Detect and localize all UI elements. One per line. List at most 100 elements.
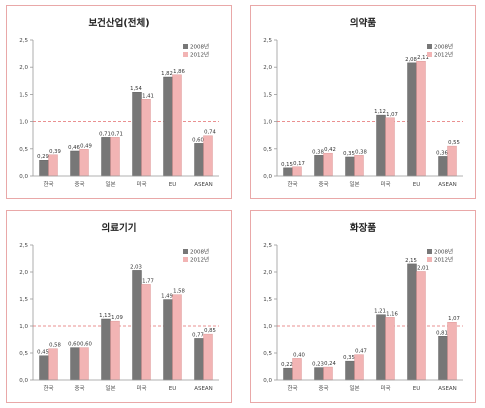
bar-chart: 0,0 0,5 1,0 1,5 2,0 2,5 0,450,58 한국 0,60 0,60 중국 1,…	[19, 243, 219, 392]
legend-label: 2008년	[434, 43, 453, 51]
bar-value-label: 0,81	[436, 330, 448, 336]
bar-value-label: 0,60	[80, 342, 92, 348]
legend-label: 2012년	[434, 51, 453, 59]
bar-value-label: 0,55	[448, 140, 460, 146]
x-category-label: 중국	[318, 385, 328, 392]
bar	[283, 167, 293, 177]
x-category-label: ASEAN	[438, 182, 457, 188]
bar-value-label: 0,40	[293, 352, 305, 358]
bar	[438, 336, 448, 381]
x-category-label: EU	[169, 182, 177, 188]
x-category-label: ASEAN	[194, 386, 213, 392]
x-category-label: 한국	[43, 181, 53, 188]
bar	[194, 338, 204, 381]
chart-panel-pharmaceuticals: 의약품 0,0 0,5 1,0 1,5 2,0 2,5 0,15 0,17 한국 0,38 0,42…	[250, 5, 476, 199]
chart-panel-cosmetics: 화장품 0,0 0,5 1,0 1,5 2,0 2,5 0,22 0,40 한국 0,23 0,24…	[250, 210, 476, 403]
bar	[70, 347, 80, 381]
x-category-label: EU	[413, 386, 421, 392]
bar-value-label: 0,58	[49, 343, 61, 349]
y-tick-label: 2,0	[263, 65, 272, 71]
y-tick-label: 2,0	[263, 270, 272, 276]
x-category-label: ASEAN	[194, 182, 213, 188]
y-tick-label: 1,5	[263, 92, 272, 98]
bar	[314, 367, 324, 381]
bar-value-label: 0,23	[312, 362, 324, 368]
bar	[354, 354, 364, 381]
y-tick-label: 0,5	[263, 351, 272, 357]
bar	[172, 294, 182, 381]
bar-value-label: 0,42	[324, 147, 336, 153]
legend-swatch-2008	[427, 249, 432, 254]
bar	[79, 347, 89, 381]
bar	[163, 76, 173, 177]
y-tick-label: 1,0	[263, 120, 272, 126]
bar	[283, 367, 293, 381]
bar-value-label: 2,08	[405, 57, 417, 63]
x-category-label: 한국	[43, 385, 53, 392]
chart-title: 의약품	[349, 18, 377, 29]
bar	[194, 143, 204, 177]
y-tick-label: 1,5	[19, 92, 28, 98]
bar-value-label: 0,24	[324, 361, 336, 367]
bar	[447, 322, 457, 381]
bar-value-label: 1,16	[386, 311, 398, 317]
bar	[141, 99, 151, 177]
bar-value-label: 0,38	[312, 149, 324, 155]
bar-value-label: 0,46	[68, 145, 80, 151]
y-tick-label: 1,0	[19, 120, 28, 126]
bar-value-label: 0,29	[37, 154, 49, 160]
bar-value-label: 0,47	[355, 349, 367, 355]
bar-value-label: 0,36	[436, 150, 448, 156]
legend-swatch-2012	[427, 257, 432, 262]
x-category-label: 중국	[74, 385, 84, 392]
bar	[345, 360, 355, 381]
legend-swatch-2008	[427, 44, 432, 49]
bar-value-label: 1,09	[111, 315, 123, 321]
x-category-label: 일본	[105, 384, 115, 392]
x-category-label: 미국	[136, 180, 146, 188]
bar	[376, 314, 386, 381]
y-tick-label: 1,0	[263, 324, 272, 330]
bar-value-label: 0,39	[49, 149, 61, 155]
bar-value-label: 0,35	[343, 151, 355, 157]
bar-value-label: 1,82	[161, 71, 173, 77]
x-category-label: 일본	[105, 180, 115, 188]
legend-swatch-2008	[183, 249, 188, 254]
x-category-label: 일본	[349, 384, 359, 392]
bar-value-label: 0,77	[192, 332, 204, 338]
bar	[323, 366, 333, 381]
x-category-label: EU	[413, 182, 421, 188]
y-tick-label: 2,5	[263, 38, 272, 44]
y-tick-label: 0,0	[19, 378, 28, 384]
chart-panel-health-industry: 보건산업(전체) 0,0 0,5 1,0 1,5 2,0 2,5 0,29 0,39 한국 0,4…	[6, 5, 232, 199]
chart-title: 의료기기	[101, 223, 137, 234]
bar-value-label: 0,60	[192, 137, 204, 143]
y-tick-label: 1,5	[263, 297, 272, 303]
x-category-label: 미국	[380, 384, 390, 392]
x-category-label: ASEAN	[438, 386, 457, 392]
bar-value-label: 0,22	[281, 362, 293, 368]
bar-value-label: 0,71	[111, 131, 123, 137]
x-category-label: 일본	[349, 180, 359, 188]
y-tick-label: 0,0	[263, 378, 272, 384]
y-tick-label: 2,5	[263, 243, 272, 249]
chart-title: 보건산업(전체)	[88, 18, 150, 29]
bar-value-label: 2,01	[417, 265, 429, 271]
bar-value-label: 1,13	[99, 313, 111, 319]
bar	[292, 358, 302, 381]
x-category-label: 한국	[287, 385, 297, 392]
y-tick-label: 0,5	[263, 147, 272, 153]
bar-value-label: 1,12	[374, 109, 386, 115]
bar	[447, 145, 457, 177]
bar	[416, 61, 426, 177]
bar-value-label: 1,21	[374, 309, 386, 315]
x-category-label: EU	[169, 386, 177, 392]
bar	[141, 284, 151, 381]
legend-swatch-2012	[183, 257, 188, 262]
bar-value-label: 0,49	[80, 143, 92, 149]
legend-label: 2012년	[190, 51, 209, 59]
bar	[203, 333, 213, 381]
bar	[48, 154, 58, 177]
bar-value-label: 1,54	[130, 86, 142, 92]
